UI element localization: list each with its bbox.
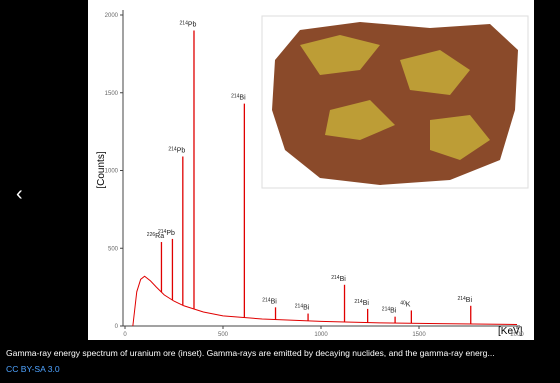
prev-button[interactable]: ‹ — [16, 183, 23, 205]
ore-spots — [300, 35, 490, 160]
peak-label: 214Bi — [354, 299, 369, 307]
caption: Gamma-ray energy spectrum of uranium ore… — [6, 348, 495, 358]
peak-mass: 214 — [382, 307, 391, 313]
peak-label: 214Pb — [158, 229, 175, 237]
peak-element: Bi — [390, 308, 397, 315]
peak-element: Bi — [271, 298, 278, 305]
x-tick-label: 1500 — [412, 332, 426, 338]
peak-mass: 226 — [147, 232, 156, 238]
y-tick-label: 1500 — [105, 91, 119, 97]
x-tick-label: 500 — [218, 332, 229, 338]
peak-mass: 40 — [400, 300, 406, 306]
peak-mass: 214 — [262, 297, 271, 303]
peak-element: Bi — [466, 297, 473, 304]
peak-label: 214Bi — [457, 296, 472, 304]
license-link[interactable]: CC BY-SA 3.0 — [6, 364, 60, 374]
peak-mass: 214 — [231, 94, 240, 100]
y-tick-label: 1000 — [105, 169, 119, 175]
peak-label: 214Bi — [262, 297, 277, 305]
x-tick-label: 0 — [123, 332, 127, 338]
peak-label: 214Pb — [168, 147, 185, 155]
peak-element: Pb — [166, 230, 175, 237]
peak-mass: 214 — [158, 229, 167, 235]
peak-mass: 214 — [331, 275, 340, 281]
peak-element: Bi — [239, 95, 246, 102]
peak-label: 214Bi — [331, 275, 346, 283]
inset-photo — [261, 15, 529, 189]
peak-label: 40K — [400, 300, 411, 308]
peak-element: Ra — [155, 233, 164, 240]
peak-element: Pb — [177, 148, 186, 155]
peak-element: Pb — [188, 22, 197, 29]
peak-mass: 214 — [354, 299, 363, 305]
peak-label: 214Bi — [295, 304, 310, 312]
peak-mass: 214 — [295, 304, 304, 310]
y-tick-label: 2000 — [105, 13, 119, 19]
peak-label: 214Bi — [382, 307, 397, 315]
continuum — [132, 275, 518, 327]
y-tick-label: 0 — [115, 324, 119, 330]
peak-element: Bi — [303, 305, 310, 312]
peak-element: Bi — [340, 276, 347, 283]
peak-element: Bi — [363, 300, 370, 307]
y-tick-label: 500 — [108, 246, 119, 252]
x-tick-label: 2000 — [510, 332, 524, 338]
peak-element: K — [406, 301, 411, 308]
peak-mass: 214 — [180, 21, 189, 27]
peak-label: 226Ra — [147, 232, 164, 240]
x-axis-title: [KeV] — [498, 326, 523, 337]
x-tick-label: 1000 — [314, 332, 328, 338]
peak-label: 214Bi — [231, 94, 246, 102]
peak-mass: 214 — [168, 147, 177, 153]
peak-label: 214Pb — [180, 21, 197, 29]
y-axis-title: [Counts] — [96, 151, 107, 188]
peak-mass: 214 — [457, 296, 466, 302]
